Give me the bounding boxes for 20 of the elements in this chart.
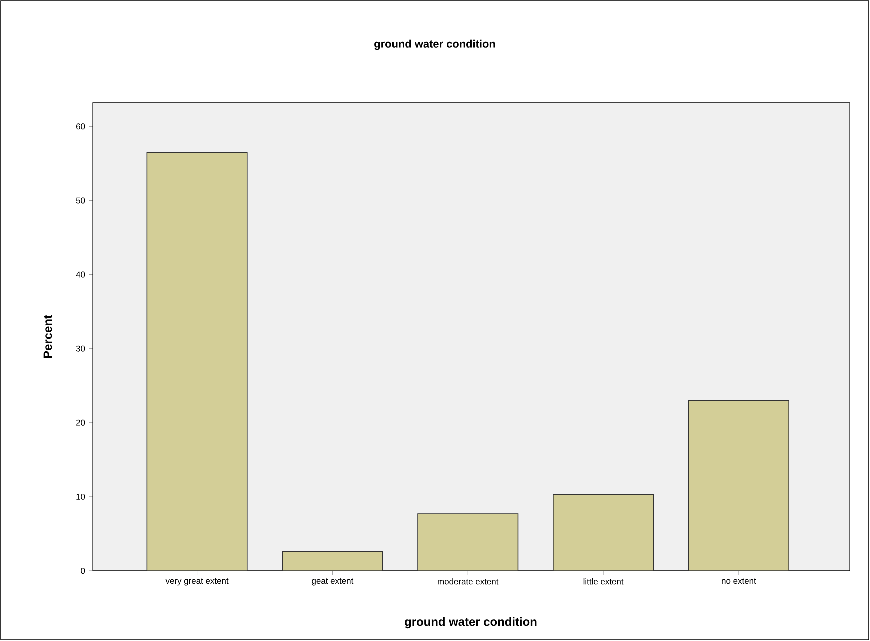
x-axis-title: ground water condition (405, 617, 537, 629)
bar (553, 494, 654, 571)
bar (688, 400, 790, 571)
chart-title: ground water condition (374, 40, 496, 50)
x-tick-label: little extent (584, 578, 624, 585)
x-tick-label: very great extent (166, 578, 229, 586)
y-tick-label: 20 (76, 420, 86, 426)
y-tick-label: 60 (76, 124, 86, 130)
y-tick-label: 0 (81, 568, 86, 574)
bar (282, 551, 384, 571)
y-tick-label: 40 (76, 272, 86, 278)
x-tick-label: moderate extent (438, 578, 499, 585)
x-tick-label: no extent (722, 578, 756, 584)
bar (147, 152, 248, 571)
y-axis-title: Percent (44, 315, 52, 358)
y-tick-label: 10 (76, 494, 86, 500)
y-tick-label: 30 (76, 346, 86, 352)
bar (418, 514, 519, 571)
x-tick-label: geat extent (312, 578, 354, 586)
y-tick-label: 50 (76, 198, 86, 204)
